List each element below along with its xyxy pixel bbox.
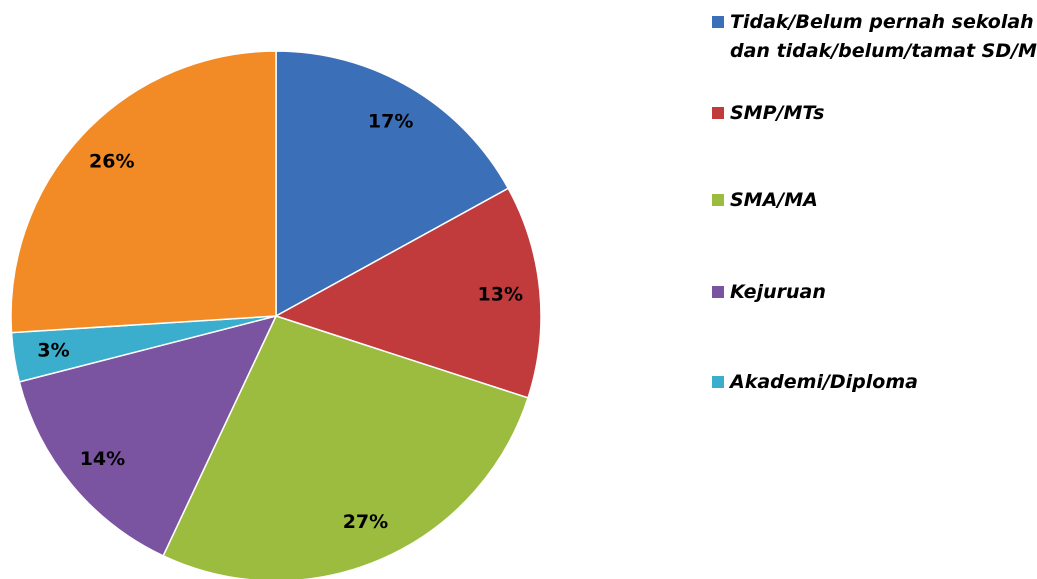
- legend-label: Tidak/Belum pernah sekolah dan tidak/bel…: [730, 11, 1037, 62]
- legend-swatch: [712, 16, 724, 28]
- legend-swatch: [712, 107, 724, 119]
- legend-entry: SMA/MA: [712, 186, 1037, 215]
- legend-swatch: [712, 286, 724, 298]
- data-label: 13%: [478, 283, 523, 305]
- data-label: 14%: [80, 448, 125, 470]
- data-label: 17%: [368, 111, 413, 133]
- legend-entry: SMP/MTs: [712, 99, 1037, 128]
- legend-label: SMA/MA: [730, 189, 818, 211]
- legend-entry: Akademi/Diploma: [712, 368, 1037, 397]
- data-label: 27%: [343, 511, 388, 533]
- legend-swatch: [712, 376, 724, 388]
- pie-slice: [162, 315, 529, 579]
- legend-label: SMP/MTs: [730, 102, 825, 124]
- legend-label: Kejuruan: [730, 281, 826, 303]
- pie-slice: [18, 314, 278, 557]
- legend-entry: Kejuruan: [712, 278, 1037, 307]
- legend-label: Akademi/Diploma: [730, 371, 918, 393]
- legend-swatch: [712, 194, 724, 206]
- pie-slice: [274, 187, 542, 399]
- data-label: 26%: [89, 150, 134, 172]
- data-label: 3%: [37, 340, 69, 362]
- legend-entry: Tidak/Belum pernah sekolah dan tidak/bel…: [712, 8, 1037, 66]
- pie-slice: [275, 50, 510, 318]
- pie-slice: [10, 50, 277, 334]
